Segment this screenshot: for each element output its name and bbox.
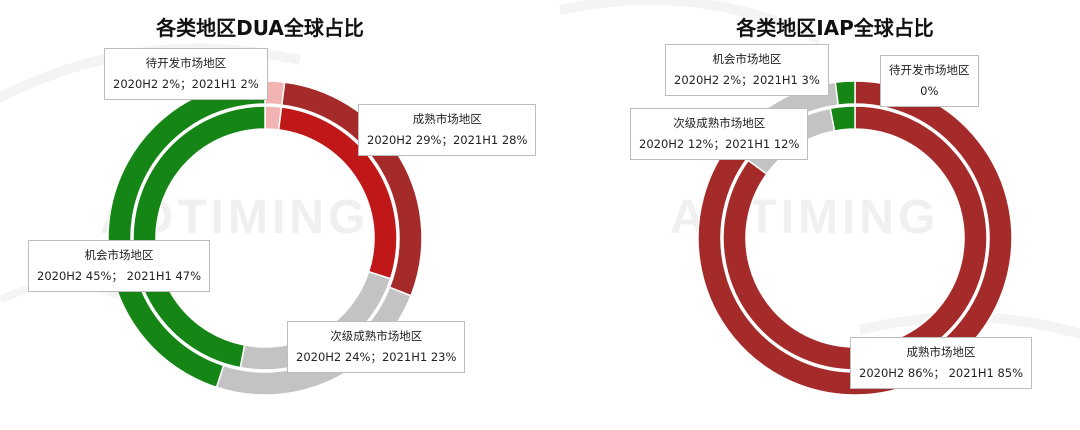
callout-title: 次级成熟市场地区 (673, 116, 766, 130)
callout-title: 机会市场地区 (712, 52, 782, 66)
callout-values: 2020H2 29%；2021H1 28% (367, 133, 528, 147)
callout-values: 2020H2 2%；2021H1 3% (674, 73, 820, 87)
ring-2020H2-slice-3 (834, 80, 856, 106)
ring-2021H1-slice-3 (829, 105, 856, 132)
ring-2021H1-slice-1 (722, 105, 988, 371)
callout-values: 2020H2 86%； 2021H1 85% (859, 366, 1024, 380)
callout-values: 2020H2 45%； 2021H1 47% (37, 269, 202, 283)
callout-title: 次级成熟市场地区 (330, 329, 423, 343)
chart-title: 各类地区IAP全球占比 (736, 16, 934, 40)
callout-title: 待开发市场地区 (145, 56, 227, 70)
callout-title: 机会市场地区 (84, 248, 154, 262)
callout-values: 2020H2 12%；2021H1 12% (639, 137, 800, 151)
callout-title: 成熟市场地区 (906, 345, 976, 359)
callout-title: 待开发市场地区 (889, 63, 970, 77)
iap-chart-panel: ADTIMING 各类地区IAP全球占比 待开发市场地区 0% 成熟市场地区 2… (540, 0, 1080, 430)
chart-title: 各类地区DUA全球占比 (156, 16, 364, 40)
callout-opportunity-market: 机会市场地区 2020H2 2%；2021H1 3% (665, 44, 829, 96)
callout-secondary-mature-market: 次级成熟市场地区 2020H2 24%；2021H1 23% (287, 321, 466, 373)
dua-chart-panel: ADTIMING 各类地区DUA全球占比 待开发市场地区 2020H2 2%；2… (28, 16, 537, 396)
callout-values: 2020H2 24%；2021H1 23% (296, 350, 457, 364)
callout-undeveloped-market: 待开发市场地区 2020H2 2%；2021H1 2% (104, 48, 268, 100)
callout-values: 0% (920, 84, 939, 98)
callout-opportunity-market: 机会市场地区 2020H2 45%； 2021H1 47% (28, 240, 211, 292)
callout-title: 成熟市场地区 (412, 112, 482, 126)
dua-donut-chart (107, 80, 423, 396)
callout-undeveloped-market: 待开发市场地区 0% (880, 55, 979, 107)
callout-mature-market: 成熟市场地区 2020H2 29%；2021H1 28% (358, 104, 537, 156)
callout-secondary-mature-market: 次级成熟市场地区 2020H2 12%；2021H1 12% (630, 108, 809, 160)
callout-values: 2020H2 2%；2021H1 2% (113, 77, 259, 91)
callout-mature-market: 成熟市场地区 2020H2 86%； 2021H1 85% (850, 337, 1033, 389)
